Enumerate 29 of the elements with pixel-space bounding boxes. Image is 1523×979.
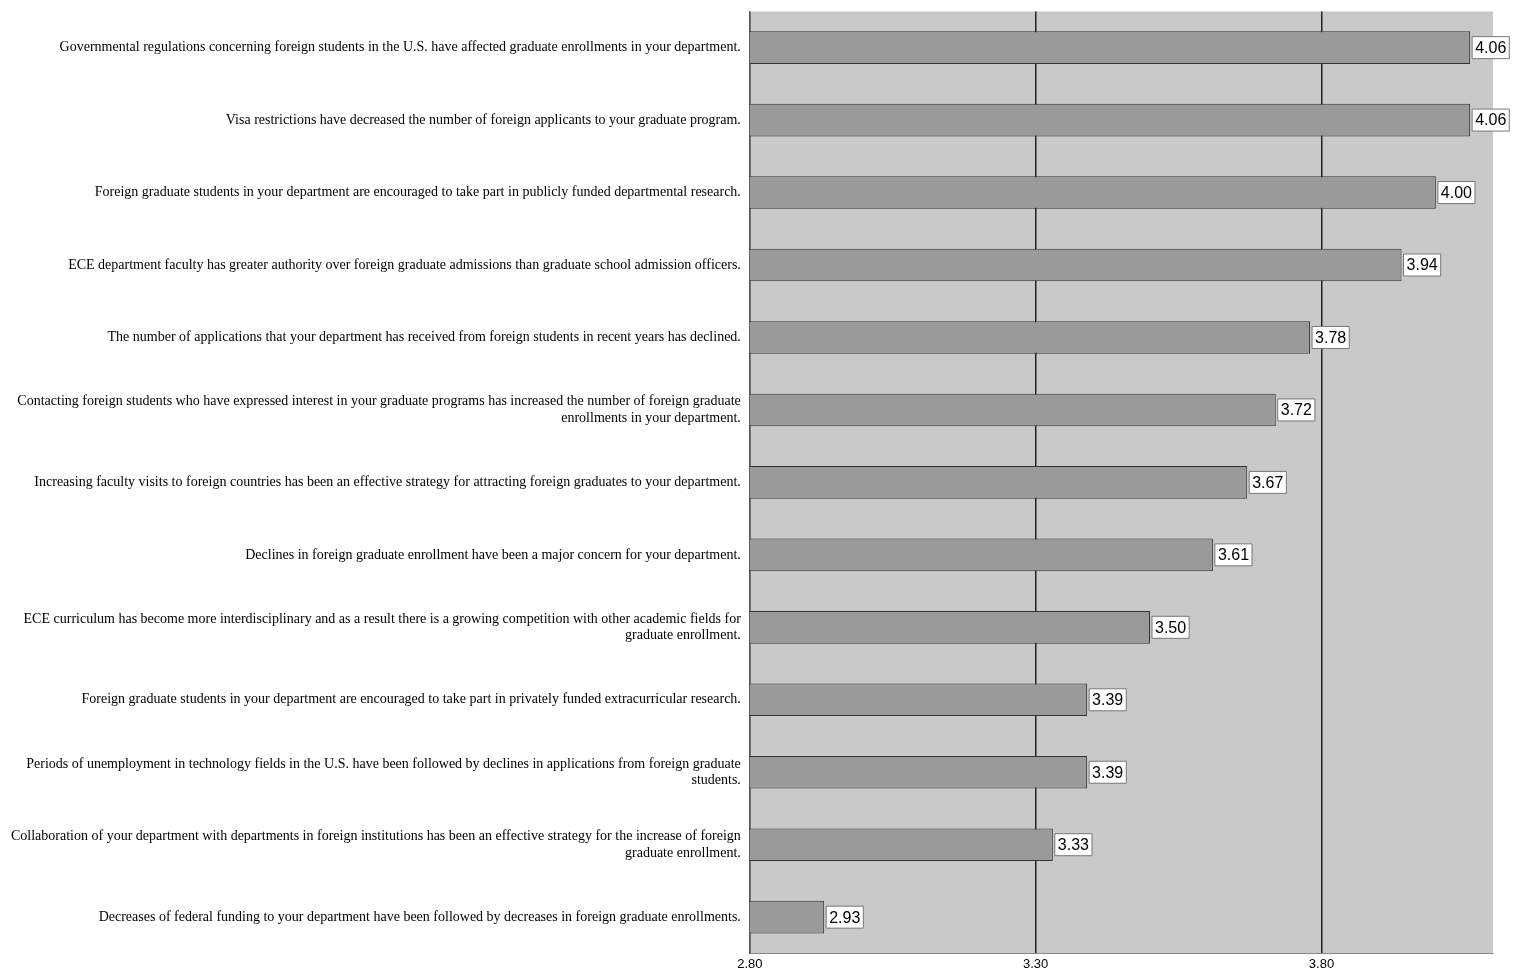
data-label: 2.93 [829, 908, 861, 926]
y-tick-label: ECE curriculum has become more interdisciplinary and as a result there is a growing competition with other academic fields for graduate enrollment. [23, 610, 742, 643]
y-tick-label: Decreases of federal funding to your department have been followed by decreases in foreign graduate enrollments. [98, 908, 741, 924]
y-tick-label: Foreign graduate students in your department are encouraged to take part in privately funded extracurricular research. [81, 691, 741, 707]
x-tick-label: 2.80 [737, 955, 763, 971]
y-tick-label: ECE department faculty has greater authority over foreign graduate admissions than graduate school admission officers. [68, 256, 741, 272]
y-tick-label: Contacting foreign students who have expressed interest in your graduate programs has increased the number of foreign graduate enrollments in your department. [17, 393, 741, 426]
y-tick-label: Collaboration of your department with departments in foreign institutions has been an effective strategy for the increase of foreign graduate enrollment. [10, 827, 741, 860]
data-label: 3.72 [1280, 401, 1313, 419]
data-label: 3.50 [1155, 618, 1187, 636]
x-tick-label: 3.30 [1023, 955, 1049, 971]
y-tick-label: Foreign graduate students in your department are encouraged to take part in publicly funded departmental research. [94, 184, 741, 200]
data-label: 4.06 [1475, 39, 1507, 57]
data-label: 4.06 [1475, 111, 1507, 129]
x-tick-label: 3.80 [1308, 955, 1335, 971]
data-label: 3.78 [1315, 328, 1347, 346]
data-label: 3.39 [1092, 691, 1124, 709]
data-label: 3.94 [1406, 256, 1438, 274]
y-tick-label: Increasing faculty visits to foreign countries has been an effective strategy for attracting foreign graduates to your department. [34, 474, 741, 490]
data-label: 3.67 [1252, 473, 1284, 491]
y-tick-label: Visa restrictions have decreased the number of foreign applicants to your graduate program. [225, 111, 741, 127]
y-tick-label: The number of applications that your department has received from foreign students in recent years has declined. [107, 329, 741, 345]
data-label: 3.39 [1092, 763, 1124, 781]
data-label: 3.61 [1217, 546, 1250, 564]
data-label: 4.00 [1440, 183, 1473, 201]
y-tick-label: Governmental regulations concerning foreign students in the U.S. have affected graduate enrollments in your department. [59, 39, 741, 55]
data-label: 3.33 [1057, 836, 1090, 854]
y-tick-label: Declines in foreign graduate enrollment have been a major concern for your department. [245, 546, 741, 562]
y-tick-label: Periods of unemployment in technology fields in the U.S. have been followed by declines in applications from foreign graduate students. [26, 755, 741, 788]
